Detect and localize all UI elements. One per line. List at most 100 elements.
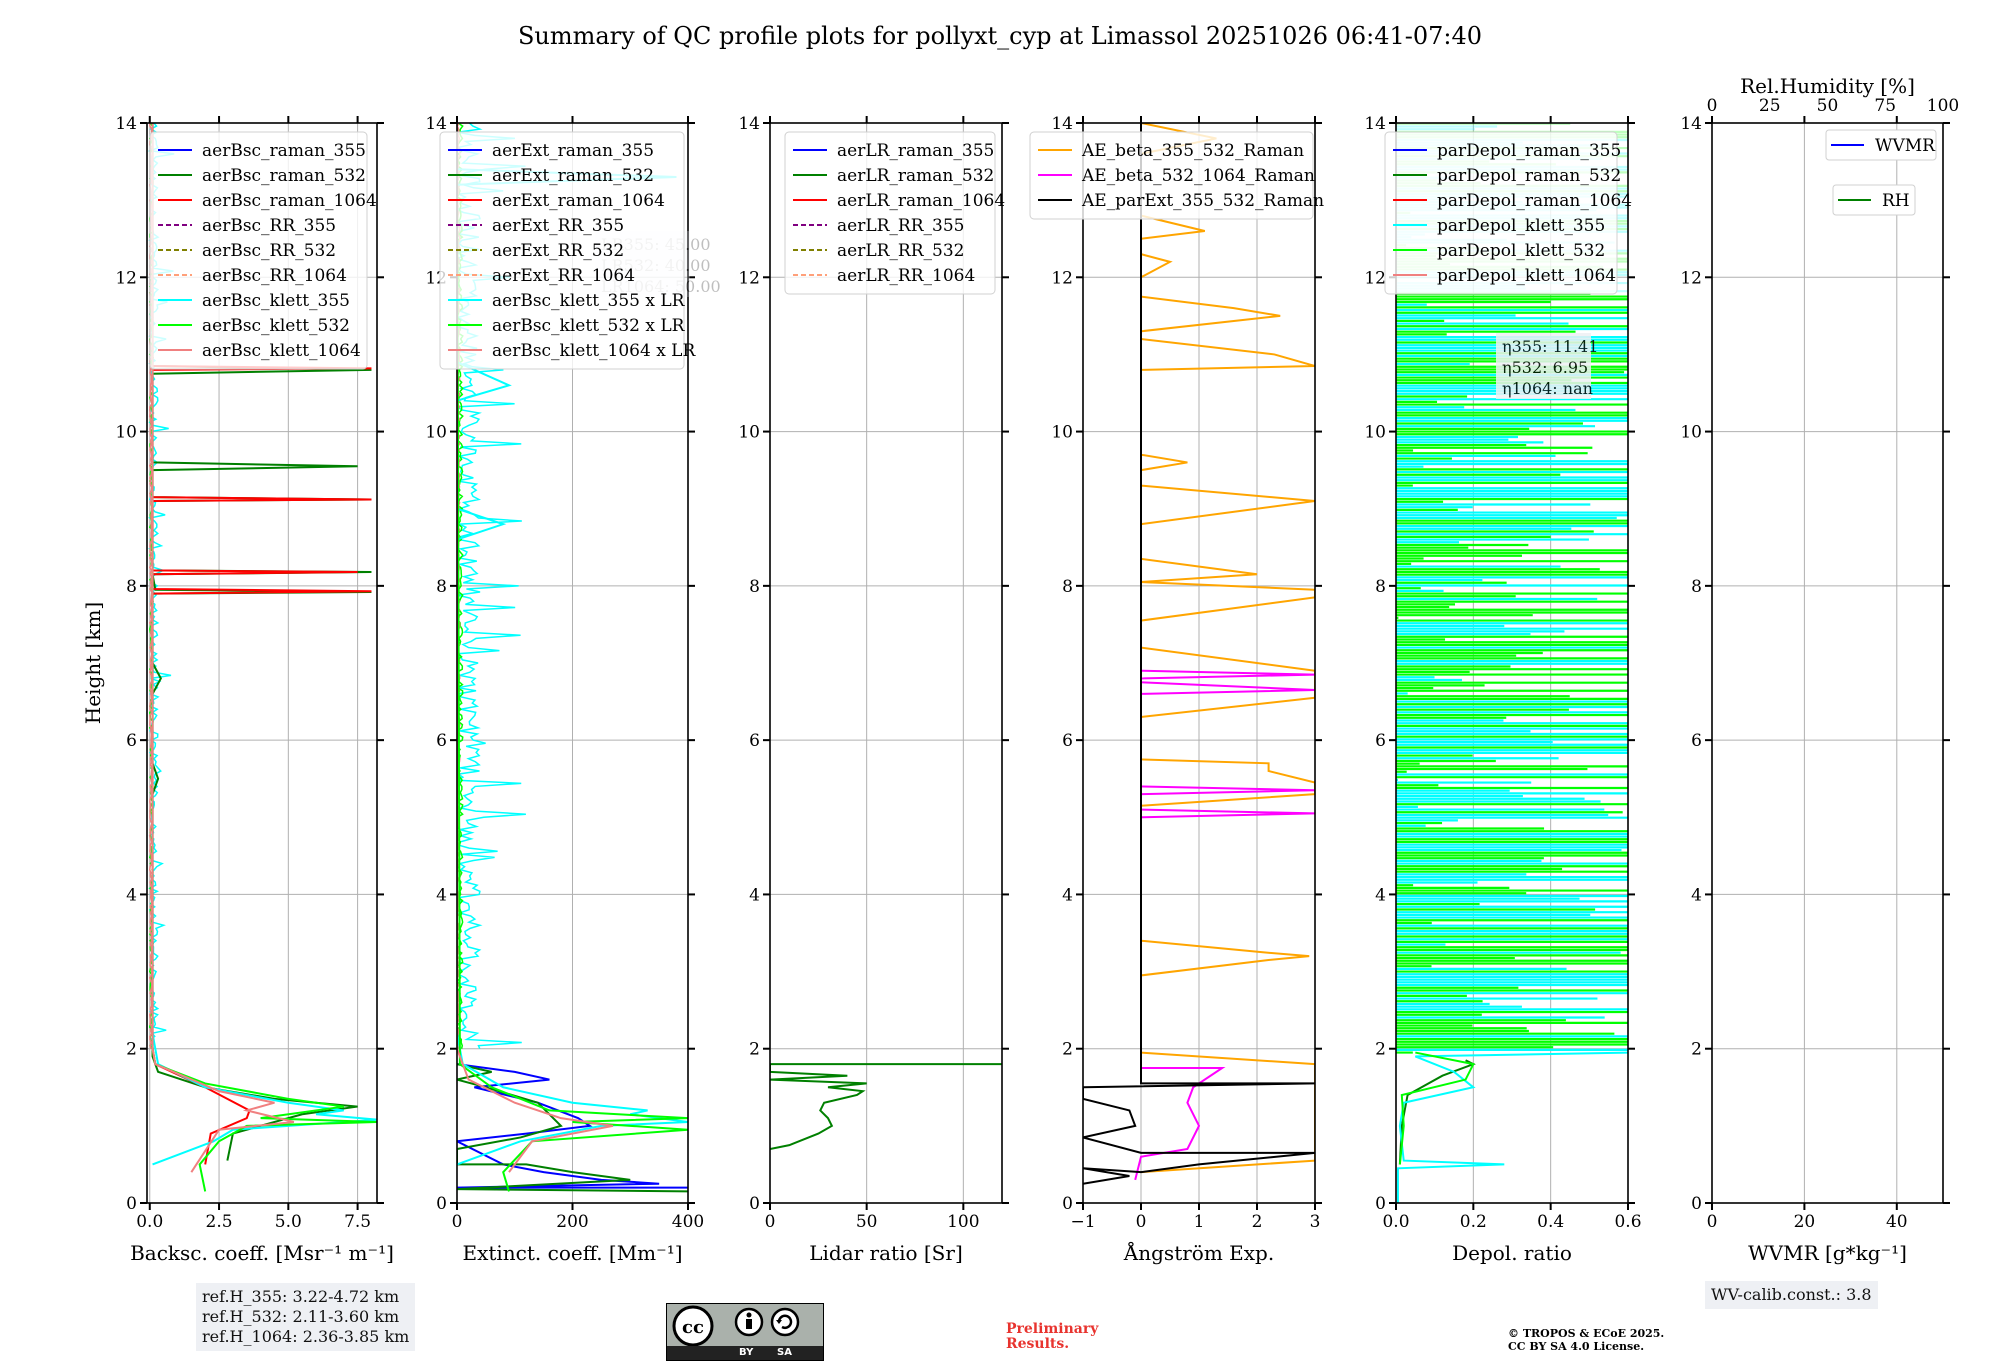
y-tick-label: 10 [1364, 423, 1386, 443]
copyright-notice: © TROPOS & ECoE 2025. CC BY SA 4.0 Licen… [1508, 1327, 1664, 1353]
y-tick-label: 14 [1051, 114, 1073, 134]
cc-sa-label: SA [777, 1347, 792, 1358]
y-tick-label: 12 [738, 268, 760, 288]
wv-calibration-constant: WV-calib.const.: 3.8 [1711, 1285, 1872, 1304]
y-tick-label: 14 [425, 114, 447, 134]
y-tick-label: 2 [1691, 1040, 1702, 1060]
legend-frame [1384, 131, 1618, 295]
annotation-line: η532: 6.95 [1502, 358, 1588, 377]
y-tick-label: 4 [436, 885, 447, 905]
series-line-parDepol_raman_532 [1398, 1059, 1476, 1165]
series-line-aerBsc_klett_355 [151, 123, 377, 1166]
legend-RH: RH [1832, 184, 1916, 216]
y-tick-label: 0 [126, 1194, 137, 1214]
top-x-tick-label: 25 [1759, 96, 1781, 116]
ref-height-1064: ref.H_1064: 2.36-3.85 km [202, 1327, 410, 1346]
y-tick-label: 2 [436, 1040, 447, 1060]
y-axis-label: Height [km] [81, 602, 105, 724]
panel-backscatter: 0.0 2.5 5.0 7.5 0 2 4 6 8 10 12 14 Backsc. coeff. [M… [115, 114, 394, 1265]
top-x-tick-label: 0 [1707, 96, 1718, 116]
legend: parDepol_raman_355 parDepol_raman_532 parD… [1384, 131, 1632, 295]
legend-label: parDepol_klett_1064 [1437, 266, 1616, 286]
series-line-aerBsc_klett_1064 [151, 123, 295, 1173]
legend-label: aerBsc_raman_1064 [202, 191, 377, 211]
y-tick-label: 0 [1375, 1194, 1386, 1214]
series-line-AE_beta_532_1064_Raman [1134, 669, 1315, 1181]
y-tick-label: 12 [115, 268, 137, 288]
legend-label: aerExt_raman_1064 [492, 191, 665, 211]
annotation-box: η355: 11.41 η532: 6.95 η1064: nan [1496, 333, 1598, 399]
top-x-tick-label: 50 [1817, 96, 1839, 116]
cc-by-label: BY [739, 1347, 754, 1358]
series-line-aerBsc_klett_1064-x-LR [457, 123, 614, 1173]
x-tick-label: 400 [672, 1212, 704, 1232]
series-line-aerExt_raman_355 [457, 1063, 688, 1189]
x-tick-label: 1 [1194, 1212, 1205, 1232]
y-tick-label: 8 [1691, 577, 1702, 597]
legend-frame [1825, 129, 1937, 161]
series-line-AE_parExt_355_532_Raman [1083, 123, 1315, 1185]
legend-label: aerBsc_klett_532 x LR [492, 316, 686, 336]
legend-label: aerBsc_raman_532 [202, 166, 366, 186]
x-tick-label: 0 [1136, 1212, 1147, 1232]
x-tick-label: 7.5 [344, 1212, 371, 1232]
y-tick-label: 6 [436, 731, 447, 751]
legend-label: parDepol_klett_532 [1437, 241, 1605, 261]
y-tick-label: 8 [1375, 577, 1386, 597]
x-tick-label: 200 [556, 1212, 588, 1232]
wv-calibration-box: WV-calib.const.: 3.8 [1705, 1281, 1878, 1309]
legend-label: aerLR_raman_355 [837, 141, 994, 161]
legend-frame [784, 131, 996, 295]
top-x-axis-label: Rel.Humidity [%] [1740, 74, 1915, 98]
y-tick-label: 4 [1062, 885, 1073, 905]
series-line-parDepol_klett_532 [1398, 1051, 1475, 1165]
panel-wvmr: 0 20 40 0 2 4 6 8 10 12 14 WVMR [g*kg⁻¹] 0 25 50 75 100 R… [1680, 74, 1959, 1265]
y-tick-label: 14 [1364, 114, 1386, 134]
legend-label: AE_beta_532_1064_Raman [1081, 166, 1315, 186]
legend-frame [1029, 131, 1314, 220]
legend-frame [1832, 184, 1916, 216]
legend-label: aerBsc_RR_532 [202, 241, 336, 261]
legend-label: aerBsc_RR_355 [202, 216, 336, 236]
panel-depol: 0.0 0.2 0.4 0.6 0 2 4 6 8 10 12 14 Depol. ratio η355:… [1364, 114, 1641, 1265]
y-tick-label: 0 [1691, 1194, 1702, 1214]
y-tick-label: 14 [115, 114, 137, 134]
x-tick-label: 0 [1707, 1212, 1718, 1232]
sa-icon [770, 1307, 800, 1337]
x-tick-label: 0 [452, 1212, 463, 1232]
legend-label: aerExt_RR_1064 [492, 266, 635, 286]
x-axis-label: Backsc. coeff. [Msr⁻¹ m⁻¹] [130, 1241, 394, 1265]
top-x-tick-label: 75 [1874, 96, 1896, 116]
legend: aerExt_raman_355 aerExt_raman_532 aerExt_r… [439, 131, 696, 370]
x-axis-label: Extinct. coeff. [Mm⁻¹] [462, 1241, 682, 1265]
x-tick-label: 2 [1252, 1212, 1263, 1232]
x-tick-label: 2.5 [206, 1212, 233, 1232]
axes-frame [146, 122, 378, 1204]
x-tick-label: 20 [1794, 1212, 1816, 1232]
x-tick-label: 100 [947, 1212, 979, 1232]
plot-area [1083, 123, 1315, 1185]
series-line-aerBsc_klett_355-x-LR [457, 123, 688, 1166]
y-tick-label: 10 [425, 423, 447, 443]
legend-label: RH [1882, 191, 1910, 211]
legend-label: AE_beta_355_532_Raman [1081, 141, 1304, 161]
by-icon [734, 1307, 764, 1337]
axes-frame [1711, 122, 1944, 1204]
series-line-parDepol_klett_355 [1396, 1051, 1628, 1203]
legend-label: parDepol_klett_355 [1437, 216, 1605, 236]
legend: aerLR_raman_355 aerLR_raman_532 aerLR_rama… [784, 131, 1005, 295]
series-line-aerBsc_klett_532-x-LR [457, 123, 688, 1192]
y-tick-label: 10 [1051, 423, 1073, 443]
y-tick-label: 4 [1375, 885, 1386, 905]
y-tick-label: 4 [749, 885, 760, 905]
y-tick-label: 10 [1680, 423, 1702, 443]
legend-label: aerBsc_RR_1064 [202, 266, 347, 286]
y-tick-label: 0 [436, 1194, 447, 1214]
y-tick-label: 2 [749, 1040, 760, 1060]
x-tick-label: 0.4 [1537, 1212, 1564, 1232]
legend-label: aerLR_raman_1064 [837, 191, 1005, 211]
y-tick-label: 6 [1691, 731, 1702, 751]
x-axis-label: Ångström Exp. [1123, 1240, 1274, 1265]
legend-label: aerBsc_klett_355 x LR [492, 291, 686, 311]
series-line-AE_beta_355_532_Raman [1140, 123, 1315, 1174]
